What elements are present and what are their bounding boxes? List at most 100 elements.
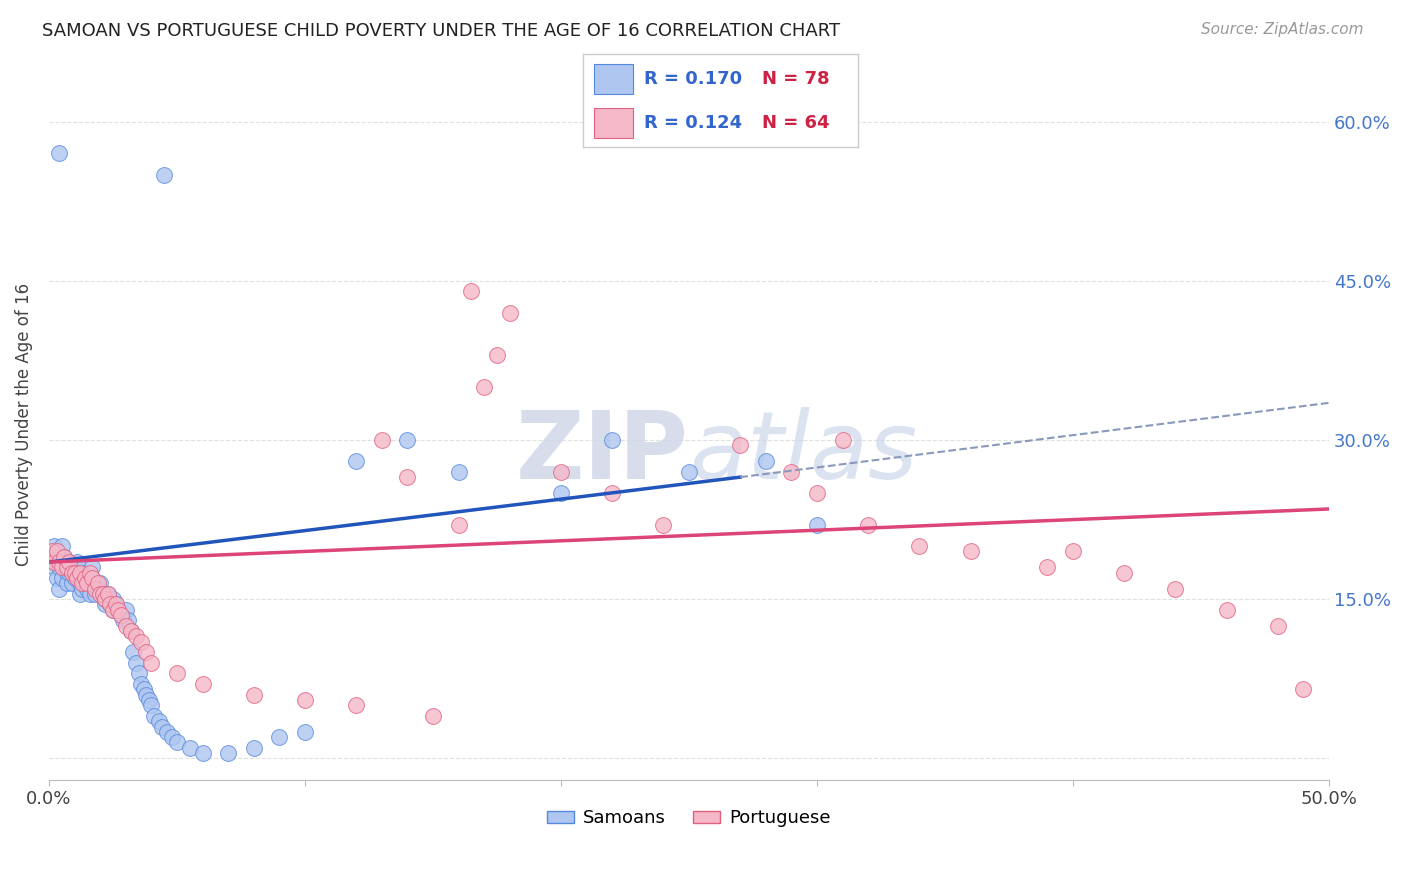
Point <box>73 566 96 580</box>
Point <box>959 544 981 558</box>
Point <box>45 571 67 585</box>
Point <box>94 598 117 612</box>
Legend: Samoans, Portuguese: Samoans, Portuguese <box>540 802 838 835</box>
Point <box>550 465 572 479</box>
Point <box>53 549 76 564</box>
Text: R = 0.124: R = 0.124 <box>644 114 742 132</box>
Point <box>89 587 111 601</box>
Point <box>1114 566 1136 580</box>
Point <box>1036 560 1059 574</box>
Point <box>117 614 139 628</box>
Point <box>58 555 80 569</box>
Point <box>132 682 155 697</box>
Point <box>89 576 111 591</box>
Point <box>41 544 63 558</box>
Point <box>73 571 96 585</box>
Point <box>48 560 70 574</box>
Point <box>107 603 129 617</box>
Point <box>122 645 145 659</box>
Point <box>460 285 482 299</box>
Point <box>69 587 91 601</box>
Bar <box>595 64 633 94</box>
Point <box>48 555 70 569</box>
Point <box>114 603 136 617</box>
Point <box>79 587 101 601</box>
Point <box>66 571 89 585</box>
Point <box>76 576 98 591</box>
Text: atlas: atlas <box>689 407 917 498</box>
Point <box>48 146 70 161</box>
Point <box>128 666 150 681</box>
Point <box>60 566 83 580</box>
Point <box>94 592 117 607</box>
Point <box>150 720 173 734</box>
Point <box>908 539 931 553</box>
Point <box>84 587 107 601</box>
Point <box>45 549 67 564</box>
Point <box>269 730 291 744</box>
Point <box>86 582 108 596</box>
Point <box>97 587 120 601</box>
Point <box>100 598 122 612</box>
Point <box>396 470 419 484</box>
Point <box>191 677 214 691</box>
Point <box>728 438 751 452</box>
Point <box>1267 618 1289 632</box>
Point <box>104 598 127 612</box>
Point <box>472 380 495 394</box>
Point <box>856 517 879 532</box>
Point <box>114 618 136 632</box>
Point <box>94 592 117 607</box>
Point <box>60 576 83 591</box>
Point <box>141 656 163 670</box>
Point <box>82 560 104 574</box>
Point <box>217 746 239 760</box>
Point <box>142 709 165 723</box>
Point <box>294 693 316 707</box>
Point <box>447 465 470 479</box>
Point <box>242 688 264 702</box>
Point <box>138 693 160 707</box>
Point <box>86 576 108 591</box>
Point <box>129 634 152 648</box>
Point <box>51 539 73 553</box>
Point <box>69 576 91 591</box>
Point <box>148 714 170 729</box>
Point <box>806 517 828 532</box>
Point <box>84 582 107 596</box>
Point <box>344 454 367 468</box>
Point <box>63 566 86 580</box>
Point <box>63 571 86 585</box>
Point <box>45 544 67 558</box>
Point <box>91 587 114 601</box>
Point <box>42 539 65 553</box>
Point <box>41 549 63 564</box>
Point <box>76 582 98 596</box>
Text: N = 78: N = 78 <box>762 70 830 87</box>
Point <box>53 560 76 574</box>
Point <box>56 566 79 580</box>
Point <box>344 698 367 713</box>
Point <box>110 608 132 623</box>
Point <box>166 666 188 681</box>
Point <box>499 305 522 319</box>
Point <box>120 624 142 638</box>
Point <box>53 549 76 564</box>
Point <box>294 724 316 739</box>
Point <box>485 348 508 362</box>
Point <box>242 740 264 755</box>
Point <box>63 560 86 574</box>
Point <box>72 582 94 596</box>
Text: N = 64: N = 64 <box>762 114 830 132</box>
Point <box>1292 682 1315 697</box>
Point <box>82 571 104 585</box>
Point <box>191 746 214 760</box>
Point <box>97 587 120 601</box>
Point <box>600 433 623 447</box>
Point <box>56 576 79 591</box>
Bar <box>595 108 633 138</box>
Point <box>101 603 124 617</box>
Point <box>51 560 73 574</box>
Point <box>66 566 89 580</box>
Point <box>58 566 80 580</box>
